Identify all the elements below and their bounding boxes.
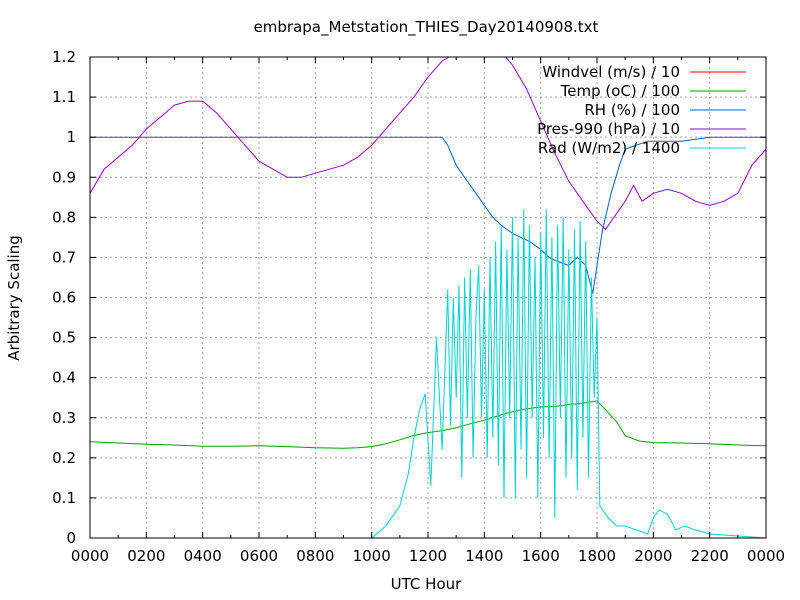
x-tick-label: 1600 bbox=[522, 547, 560, 565]
x-tick-label: 0800 bbox=[296, 547, 334, 565]
x-tick-label: 0000 bbox=[747, 547, 785, 565]
legend-label-rh: RH (%) / 100 bbox=[584, 101, 680, 119]
chart-title: embrapa_Metstation_THIES_Day20140908.txt bbox=[254, 18, 599, 37]
y-tick-label: 0.1 bbox=[52, 489, 76, 507]
legend-label-windvel: Windvel (m/s) / 10 bbox=[542, 63, 680, 81]
x-tick-label: 1800 bbox=[578, 547, 616, 565]
x-axis-label: UTC Hour bbox=[391, 575, 462, 593]
y-tick-label: 1.1 bbox=[52, 88, 76, 106]
y-tick-label: 0.9 bbox=[52, 168, 76, 186]
y-tick-label: 0 bbox=[66, 529, 76, 547]
y-tick-label: 0.3 bbox=[52, 409, 76, 427]
y-tick-label: 0.6 bbox=[52, 289, 76, 307]
legend-label-rad: Rad (W/m2) / 1400 bbox=[538, 139, 680, 157]
x-tick-label: 2200 bbox=[691, 547, 729, 565]
y-tick-label: 0.8 bbox=[52, 208, 76, 226]
x-tick-label: 1200 bbox=[409, 547, 447, 565]
y-tick-label: 0.7 bbox=[52, 248, 76, 266]
y-tick-label: 0.2 bbox=[52, 449, 76, 467]
y-tick-label: 1 bbox=[66, 128, 76, 146]
legend-label-pres990: Pres-990 (hPa) / 10 bbox=[537, 120, 680, 138]
x-tick-label: 1400 bbox=[465, 547, 503, 565]
x-tick-label: 0400 bbox=[184, 547, 222, 565]
x-tick-label: 1000 bbox=[353, 547, 391, 565]
y-tick-label: 0.4 bbox=[52, 369, 76, 387]
x-tick-label: 0200 bbox=[127, 547, 165, 565]
x-tick-label: 2000 bbox=[634, 547, 672, 565]
axis-ticks: 0 0.1 0.2 0.3 0.4 0.5 0.6 0.7 0.8 0.9 1 1.1 1.2 0000 0… bbox=[52, 48, 785, 565]
legend-label-temp: Temp (oC) / 100 bbox=[560, 82, 680, 100]
x-tick-label: 0600 bbox=[240, 547, 278, 565]
series-line-rad bbox=[90, 209, 766, 538]
y-tick-label: 0.5 bbox=[52, 329, 76, 347]
series-line-pres990 bbox=[90, 57, 766, 231]
x-tick-label: 0000 bbox=[71, 547, 109, 565]
series-line-temp bbox=[90, 400, 766, 449]
series-group bbox=[90, 57, 766, 538]
y-axis-label: Arbitrary Scaling bbox=[5, 235, 23, 361]
y-tick-label: 1.2 bbox=[52, 48, 76, 66]
